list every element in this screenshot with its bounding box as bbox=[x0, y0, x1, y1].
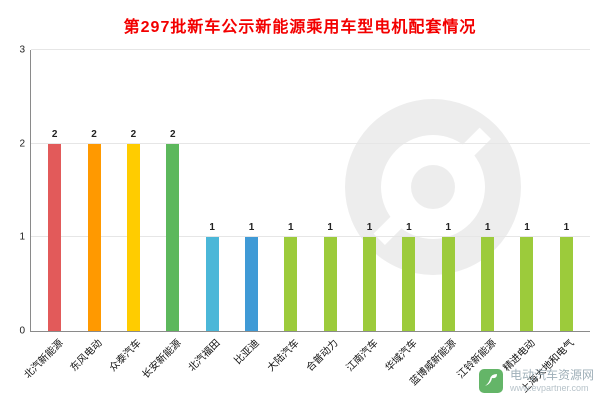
bar: 2 bbox=[87, 129, 101, 331]
bar-slot: 2 长安新能源 bbox=[140, 50, 192, 381]
bar: 1 bbox=[481, 222, 495, 331]
bar: 2 bbox=[48, 129, 62, 331]
y-axis-tick-label: 3 bbox=[19, 44, 25, 56]
bar: 1 bbox=[559, 222, 573, 331]
bar-value-label: 1 bbox=[327, 222, 333, 234]
site-name: 电动汽车资源网 bbox=[509, 368, 594, 383]
bar-slot: 1 比亚迪 bbox=[232, 50, 271, 366]
x-axis-label: 比亚迪 bbox=[233, 337, 263, 367]
bars: 2 北汽新能源 2 东风电动 2 众泰汽车 2 长安新能源 1 北汽福田 1 比亚迪 1 大陆汽车 1 合普动… bbox=[22, 50, 590, 395]
bar: 1 bbox=[363, 222, 377, 331]
bar: 1 bbox=[402, 222, 416, 331]
bar: 1 bbox=[244, 222, 258, 331]
bar: 2 bbox=[166, 129, 180, 331]
bar-value-label: 1 bbox=[445, 222, 452, 234]
bar-value-label: 2 bbox=[51, 128, 58, 140]
gridline bbox=[31, 49, 590, 50]
bar-slot: 2 北汽新能源 bbox=[22, 50, 74, 381]
bar-value-label: 1 bbox=[248, 222, 255, 234]
bar-value-label: 1 bbox=[288, 222, 294, 234]
bar: 1 bbox=[205, 222, 219, 331]
bar: 2 bbox=[126, 129, 140, 331]
bar: 1 bbox=[441, 222, 455, 331]
bar-value-label: 1 bbox=[209, 222, 215, 234]
bar-value-label: 1 bbox=[406, 222, 412, 234]
site-url: www.evpartner.com bbox=[509, 382, 589, 393]
bar-slot: 1 大陆汽车 bbox=[265, 50, 310, 374]
bar-slot: 2 众泰汽车 bbox=[108, 50, 153, 374]
bar-value-label: 2 bbox=[130, 128, 137, 140]
x-axis-label: 北汽福田 bbox=[186, 337, 223, 374]
gridline bbox=[31, 142, 590, 144]
site-watermark: 电动汽车资源网 www.evpartner.com bbox=[478, 368, 594, 394]
bar-slot: 1 上海大地和电气 bbox=[520, 50, 586, 395]
bar-value-label: 1 bbox=[563, 222, 570, 234]
bar: 1 bbox=[284, 222, 298, 331]
bar-slot: 1 江铃新能源 bbox=[455, 50, 507, 381]
x-axis-label: 合普动力 bbox=[304, 337, 341, 374]
y-axis-tick-label: 1 bbox=[19, 231, 25, 243]
bar: 1 bbox=[520, 222, 534, 331]
x-axis-label: 长安新能源 bbox=[140, 337, 184, 381]
bar-slot: 1 精进电动 bbox=[502, 50, 546, 374]
bar-value-label: 2 bbox=[91, 128, 97, 140]
bar-slot: 1 北汽福田 bbox=[187, 50, 231, 374]
gridline bbox=[31, 236, 590, 238]
bar-slot: 1 江南汽车 bbox=[344, 50, 389, 374]
x-axis-label: 江南汽车 bbox=[344, 337, 381, 374]
evpartner-logo-icon bbox=[478, 369, 503, 393]
bar-value-label: 1 bbox=[484, 222, 491, 234]
x-axis-label: 北汽新能源 bbox=[22, 337, 66, 381]
bar-value-label: 1 bbox=[366, 222, 373, 234]
y-axis-tick-label: 0 bbox=[19, 325, 25, 337]
bar-slot: 1 合普动力 bbox=[305, 50, 350, 374]
bar-slot: 1 华域汽车 bbox=[383, 50, 428, 374]
bar-slot: 1 蓝博威新能源 bbox=[409, 50, 468, 388]
bar-slot: 2 东风电动 bbox=[69, 50, 113, 374]
bar-value-label: 2 bbox=[169, 128, 176, 140]
x-axis-label: 东风电动 bbox=[68, 337, 105, 374]
x-axis-label: 大陆汽车 bbox=[265, 337, 302, 374]
bar: 1 bbox=[323, 222, 337, 331]
bar-value-label: 1 bbox=[524, 222, 530, 234]
chart-title: 第297批新车公示新能源乘用车型电机配套情况 bbox=[123, 19, 477, 36]
y-axis-tick-label: 2 bbox=[19, 138, 25, 150]
